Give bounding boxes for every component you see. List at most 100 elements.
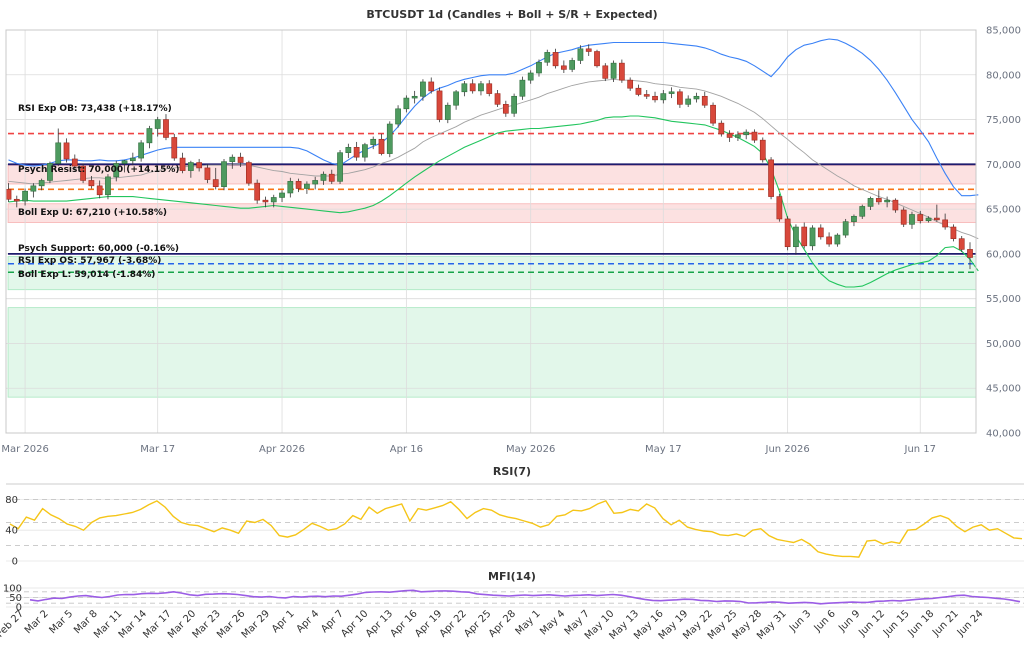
candle: [386, 121, 393, 158]
candle: [511, 93, 517, 117]
candle: [270, 194, 277, 208]
candle-body: [594, 51, 600, 67]
candle-body: [88, 180, 95, 187]
candle-body: [950, 226, 957, 239]
candle: [851, 214, 857, 227]
candle: [759, 137, 766, 163]
candle-body: [486, 83, 493, 94]
candle-body: [801, 226, 808, 247]
candle: [610, 60, 617, 82]
level-label: RSI Exp OB: 73,438 (+18.17%): [18, 104, 172, 114]
candle: [536, 59, 542, 77]
mfi-x-tick: Jun 15: [881, 608, 912, 639]
candle-body: [569, 60, 576, 70]
price-panel: BTCUSDT 1d (Candles + Boll + S/R + Expec…: [1, 8, 1021, 455]
price-x-axis: Mar 2026 Mar 17 Apr 2026 Apr 16 May 2026 May …: [1, 444, 936, 455]
candle-body: [909, 214, 915, 225]
candle-body: [826, 236, 832, 245]
candle: [718, 120, 725, 137]
candle-body: [237, 156, 244, 163]
candle-body: [420, 81, 426, 97]
mfi-chart-title: MFI(14): [488, 570, 536, 583]
candle: [925, 216, 932, 223]
candle-body: [30, 185, 37, 192]
price-y-tick: 55,000: [986, 294, 1021, 305]
candle: [585, 44, 592, 56]
candle-body: [643, 94, 650, 97]
candle: [660, 90, 667, 104]
rsi-panel: RSI(7) 0 40 80: [5, 465, 1024, 568]
candle: [212, 167, 219, 190]
candle: [486, 80, 493, 97]
candle-body: [196, 162, 203, 169]
candle-body: [701, 95, 708, 106]
candle-body: [519, 79, 526, 97]
candle: [237, 152, 244, 168]
candle-body: [129, 157, 136, 162]
candle: [171, 133, 178, 161]
candle-body: [958, 238, 965, 250]
support-zone: [7, 307, 977, 398]
candle-body: [693, 95, 700, 100]
price-x-tick: Mar 2026: [1, 444, 49, 455]
mfi-x-tick: Jun 12: [856, 608, 887, 639]
candle: [63, 138, 70, 163]
candle: [494, 90, 501, 108]
candle-body: [585, 48, 592, 52]
price-y-tick: 65,000: [986, 205, 1021, 216]
candle-body: [851, 215, 857, 222]
candle: [80, 163, 86, 184]
candle: [776, 193, 783, 222]
rsi-y-axis: 0 40 80: [5, 495, 18, 568]
candle-body: [295, 181, 302, 189]
rsi-y-tick: 40: [5, 526, 18, 537]
candle-body: [386, 123, 393, 154]
candle: [312, 176, 319, 190]
candle: [842, 218, 849, 238]
candle: [279, 190, 285, 202]
candle: [693, 92, 700, 103]
price-x-tick: Jun 17: [904, 444, 937, 455]
candle: [735, 131, 741, 142]
candle: [859, 204, 866, 219]
candle-body: [502, 104, 509, 114]
candle-body: [13, 198, 20, 202]
candle-body: [320, 173, 327, 181]
bollinger-middle-line: [8, 78, 979, 240]
mfi-x-tick: Mar 5: [47, 608, 75, 636]
candle-body: [121, 160, 128, 164]
candle: [726, 130, 733, 142]
candle: [685, 95, 692, 108]
price-x-tick: May 2026: [506, 444, 555, 455]
rsi-grid: [6, 483, 1024, 562]
candle: [469, 79, 476, 94]
price-y-tick: 75,000: [986, 115, 1021, 126]
candle-body: [229, 156, 236, 162]
candle: [337, 150, 343, 185]
mfi-x-tick: Mar 2: [23, 608, 51, 636]
candle-body: [610, 62, 617, 79]
candle-body: [884, 199, 890, 203]
candle: [710, 102, 716, 126]
candle-body: [735, 134, 741, 138]
level-label: Boll Exp L: 59,014 (-1.84%): [18, 270, 155, 280]
candle-body: [171, 137, 178, 159]
candle-body: [619, 62, 625, 81]
candle-body: [900, 209, 907, 225]
candle-body: [768, 159, 774, 197]
price-y-tick: 40,000: [986, 429, 1021, 440]
candle-body: [270, 197, 277, 203]
candle-body: [867, 198, 874, 207]
mfi-x-tick: Jun 6: [812, 608, 838, 634]
candle-body: [759, 139, 766, 161]
candle-body: [187, 162, 194, 171]
candle-body: [362, 144, 368, 158]
candle-body: [842, 221, 849, 236]
candle: [221, 158, 227, 191]
candle: [569, 57, 576, 73]
candle: [229, 154, 236, 169]
candle: [875, 190, 882, 205]
candle-body: [718, 122, 725, 135]
candle: [478, 81, 484, 96]
